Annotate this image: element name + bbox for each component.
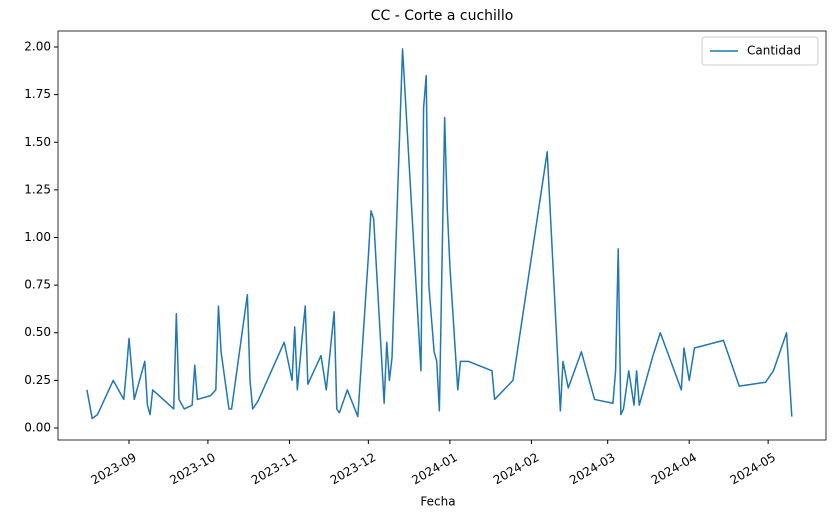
y-tick-label: 2.00 xyxy=(24,40,51,54)
x-tick-label: 2023-09 xyxy=(88,450,138,487)
plot-frame xyxy=(57,30,827,441)
y-tick-label: 1.75 xyxy=(24,87,51,101)
data-line xyxy=(86,48,793,420)
chart-title: CC - Corte a cuchillo xyxy=(371,8,514,24)
legend-box xyxy=(701,36,819,66)
legend-label: Cantidad xyxy=(747,44,801,58)
x-tick-label: 2024-05 xyxy=(728,450,778,487)
x-tick-label: 2023-11 xyxy=(249,450,299,487)
x-tick-label: 2024-03 xyxy=(567,450,617,487)
x-axis-label: Fecha xyxy=(420,495,455,509)
y-tick-label: 1.25 xyxy=(24,182,51,196)
y-tick-label: 0.00 xyxy=(24,420,51,434)
y-tick-label: 0.75 xyxy=(24,278,51,292)
y-tick-label: 1.50 xyxy=(24,135,51,149)
y-tick-label: 1.00 xyxy=(24,230,51,244)
x-tick-label: 2024-01 xyxy=(409,450,459,487)
y-tick-label: 0.25 xyxy=(24,373,51,387)
x-tick-label: 2023-10 xyxy=(167,450,217,487)
x-tick-label: 2024-02 xyxy=(491,450,541,487)
x-tick-label: 2024-04 xyxy=(649,450,699,487)
x-tick-label: 2023-12 xyxy=(328,450,378,487)
y-tick-label: 0.50 xyxy=(24,325,51,339)
